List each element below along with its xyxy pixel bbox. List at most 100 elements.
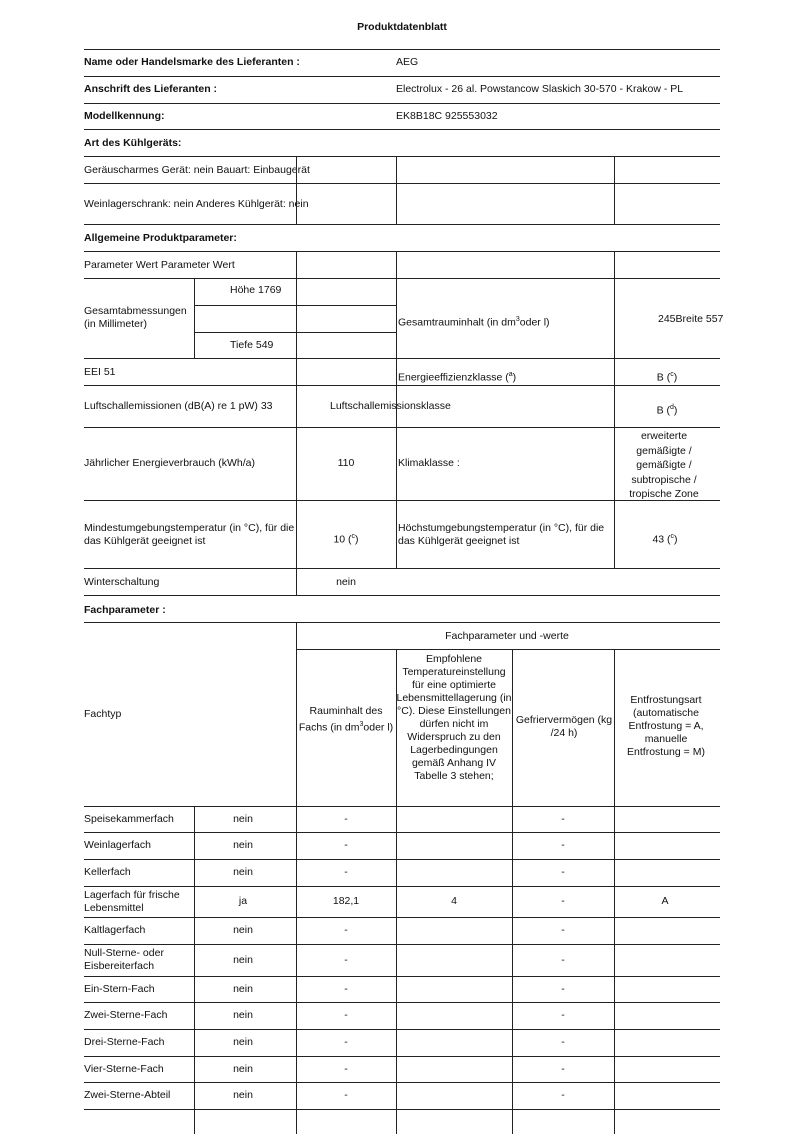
- supplier-name-label: Name oder Handelsmarke des Lieferanten :: [84, 56, 300, 68]
- compartment-present: nein: [233, 866, 253, 878]
- supplier-address: Electrolux - 26 al. Powstancow Slaskich …: [396, 83, 684, 95]
- horizontal-rule: [84, 427, 720, 428]
- page-title: Produktdatenblatt: [357, 21, 447, 33]
- compartment-freeze: -: [561, 812, 565, 825]
- compartment-freeze: -: [561, 895, 565, 907]
- horizontal-rule: [84, 917, 720, 918]
- supplier-name: AEG: [396, 56, 419, 68]
- type-heading: Art des Kühlgeräts:: [84, 137, 182, 149]
- compartment-name: Kaltlagerfach: [84, 924, 146, 936]
- winter-label: Winterschaltung: [84, 576, 160, 588]
- vertical-rule: [396, 649, 397, 1134]
- horizontal-rule: [84, 622, 720, 623]
- compartment-name: Speisekammerfach: [84, 812, 174, 825]
- col-type-header: Fachtyp: [84, 708, 122, 720]
- compartment-volume: -: [344, 982, 348, 995]
- horizontal-rule: [84, 129, 720, 130]
- compartment-freeze: -: [561, 1036, 565, 1048]
- max-temp-label: Höchstumgebungstemperatur (in °C), für d…: [398, 522, 605, 547]
- compartment-volume: -: [344, 1036, 348, 1048]
- vertical-rule: [614, 649, 615, 1134]
- vertical-rule: [296, 251, 297, 595]
- horizontal-rule: [84, 183, 720, 184]
- horizontal-rule: [84, 944, 720, 945]
- energy-value: 110: [337, 457, 355, 469]
- horizontal-rule: [84, 278, 720, 279]
- compartment-volume: -: [344, 1009, 348, 1021]
- horizontal-rule: [84, 224, 720, 225]
- compartment-name: Ein-Stern-Fach: [84, 982, 155, 995]
- horizontal-rule: [84, 49, 720, 50]
- horizontal-rule: [84, 156, 720, 157]
- compartment-name: Lagerfach für frische Lebensmittel: [84, 888, 180, 914]
- compartment-volume: -: [344, 953, 348, 966]
- climate-value: erweiterte gemäßigte / gemäßigte / subtr…: [629, 430, 699, 500]
- volume-label: Gesamtrauminhalt (in dm3oder l): [398, 316, 550, 329]
- horizontal-rule: [84, 859, 720, 860]
- horizontal-rule: [84, 595, 720, 596]
- general-header-row: Parameter Wert Parameter Wert: [84, 259, 235, 271]
- winter-value: nein: [336, 576, 356, 588]
- col-defrost-header: Entfrostungsart (automatische Entfrostun…: [627, 694, 705, 758]
- vertical-rule: [296, 156, 297, 224]
- compartment-volume: -: [344, 812, 348, 825]
- compartment-present: nein: [233, 1089, 253, 1101]
- horizontal-rule: [194, 305, 396, 306]
- supplier-address-label: Anschrift des Lieferanten :: [84, 83, 218, 95]
- compartment-freeze: -: [561, 866, 565, 878]
- climate-label: Klimaklasse :: [398, 457, 460, 469]
- compartment-volume: -: [344, 1089, 348, 1101]
- compartment-name: Drei-Sterne-Fach: [84, 1036, 165, 1048]
- compartment-name: Null-Sterne- oder Eisbereiterfach: [84, 947, 164, 972]
- vertical-rule: [512, 649, 513, 1134]
- vertical-rule: [614, 156, 615, 224]
- horizontal-rule: [296, 649, 720, 650]
- compartments-heading: Fachparameter :: [84, 604, 166, 616]
- horizontal-rule: [84, 832, 720, 833]
- vertical-rule: [194, 278, 195, 358]
- vertical-rule: [194, 806, 195, 1134]
- model-label: Modellkennung:: [84, 110, 165, 122]
- horizontal-rule: [194, 332, 396, 333]
- compartment-volume: -: [344, 866, 348, 878]
- horizontal-rule: [84, 76, 720, 77]
- horizontal-rule: [84, 976, 720, 977]
- vertical-rule: [296, 622, 297, 1134]
- min-temp-value: 10 (c): [333, 533, 359, 546]
- horizontal-rule: [84, 251, 720, 252]
- compartment-present: nein: [233, 924, 253, 936]
- compartment-freeze: -: [561, 1009, 565, 1021]
- col-temp-header: Empfohlene Temperatureinstellung für ein…: [396, 653, 512, 782]
- horizontal-rule: [84, 358, 720, 359]
- group-header: Fachparameter und -werte: [445, 630, 569, 642]
- depth-value: Tiefe 549: [230, 339, 274, 351]
- col-volume-header: Rauminhalt des Fachs (in dm3oder l): [298, 705, 394, 734]
- energy-label: Jährlicher Energieverbrauch (kWh/a): [84, 457, 255, 469]
- model-id: EK8B18C 925553032: [396, 110, 498, 122]
- compartment-present: ja: [238, 895, 248, 907]
- horizontal-rule: [84, 568, 720, 569]
- compartment-freeze: -: [561, 839, 565, 851]
- general-heading: Allgemeine Produktparameter:: [84, 232, 237, 244]
- max-temp-value: 43 (c): [652, 533, 678, 546]
- min-temp-label: Mindestumgebungstemperatur (in °C), für …: [84, 522, 295, 547]
- eclass-label: Energieeffizienzklasse (a): [398, 371, 517, 384]
- horizontal-rule: [84, 103, 720, 104]
- compartment-present: nein: [233, 812, 253, 825]
- noise-class-value: B (d): [656, 404, 678, 417]
- horizontal-rule: [84, 1056, 720, 1057]
- compartment-name: Vier-Sterne-Fach: [84, 1062, 164, 1075]
- type-row-2: Weinlagerschrank: nein Anderes Kühlgerät…: [84, 198, 309, 210]
- compartment-freeze: -: [561, 924, 565, 936]
- compartment-volume: -: [344, 924, 348, 936]
- compartment-name: Weinlagerfach: [84, 839, 151, 851]
- eei: EEI 51: [84, 366, 116, 378]
- horizontal-rule: [84, 1029, 720, 1030]
- compartment-present: nein: [233, 839, 253, 851]
- compartment-freeze: -: [561, 1062, 565, 1075]
- volume-value: 245Breite 557: [658, 313, 724, 325]
- horizontal-rule: [84, 1109, 720, 1110]
- compartment-freeze: -: [561, 982, 565, 995]
- compartment-present: nein: [233, 1009, 253, 1021]
